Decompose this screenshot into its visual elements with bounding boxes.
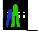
- Legend: Isotype control, Primary antibody: Isotype control, Primary antibody: [26, 1, 38, 31]
